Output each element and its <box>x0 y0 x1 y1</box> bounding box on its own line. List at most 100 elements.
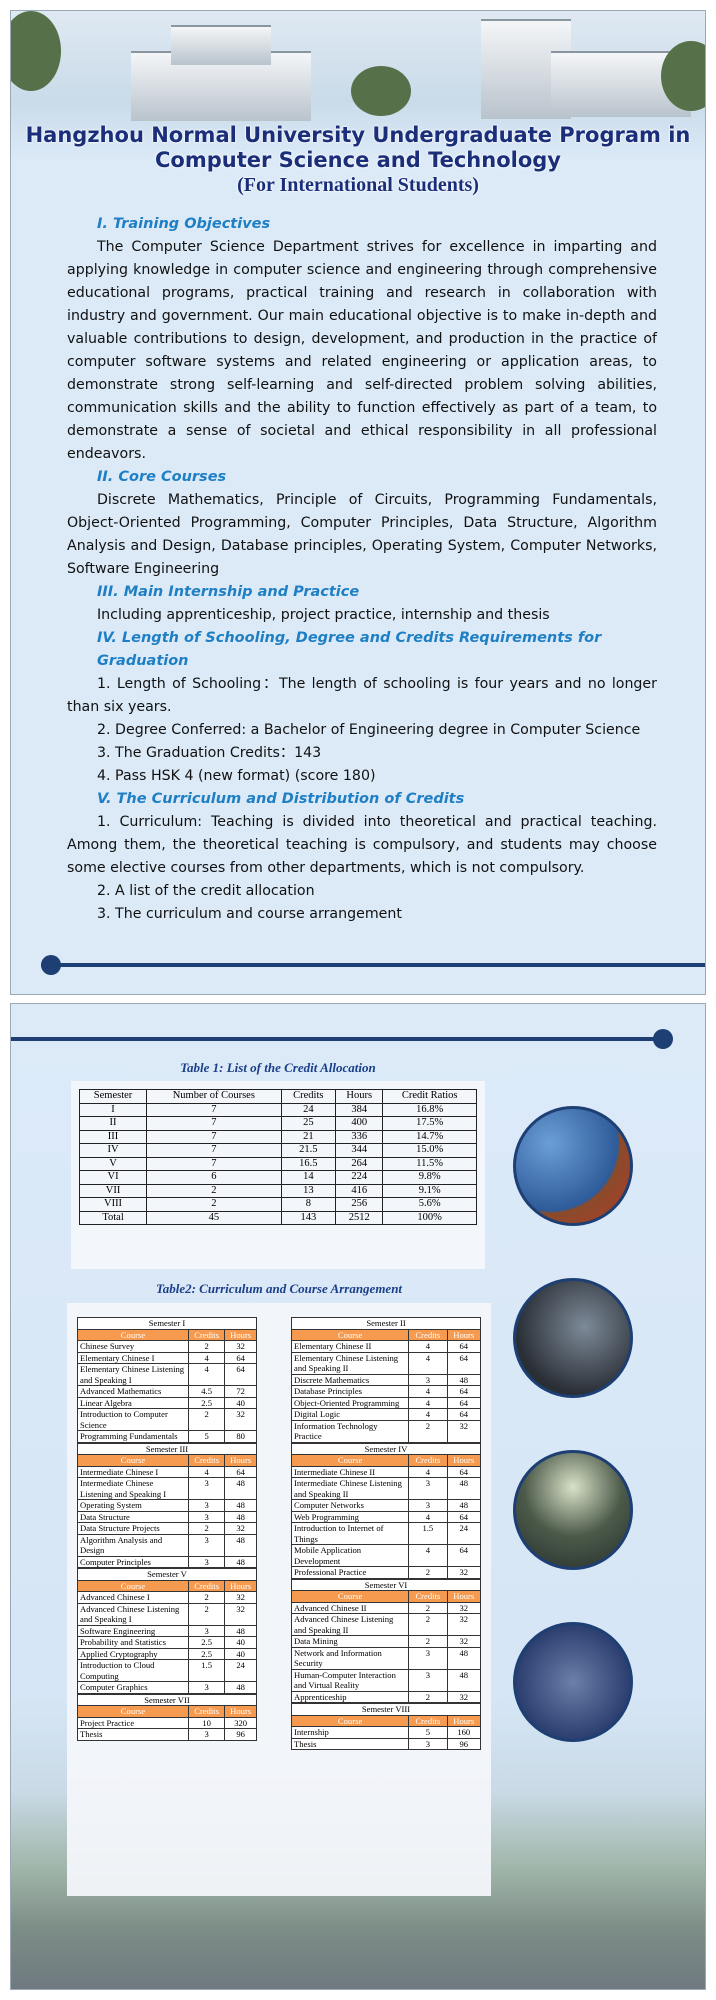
header-row: Semester Number of Courses Credits Hours Cre… <box>78 1089 477 1104</box>
column-header: Hours <box>335 1089 384 1104</box>
table-row: Advanced Chinese Listening and Speaking … <box>290 1613 482 1636</box>
cell: 2 <box>408 1601 448 1614</box>
cell: 17.5% <box>382 1116 477 1131</box>
semester-row: Semester VI <box>291 1578 481 1591</box>
semester-table: Semester II Course Credits Hours Elementary … <box>290 1317 482 1443</box>
header-row: Course Credits Hours <box>77 1328 257 1341</box>
cell: 14.7% <box>382 1129 477 1144</box>
column-header: Hours <box>224 1328 257 1341</box>
cell: 48 <box>446 1668 482 1692</box>
table-row: Applied Cryptography 2.5 40 <box>77 1647 257 1660</box>
cell: V <box>78 1156 148 1171</box>
cell: Intermediate Chinese Listening and Speak… <box>290 1477 410 1500</box>
tables-panel: Table 1: List of the Credit Allocation S… <box>10 1003 706 1990</box>
table-row: Software Engineering 3 48 <box>77 1624 257 1637</box>
table-row: Advanced Chinese Listening and Speaking … <box>77 1602 257 1626</box>
cell: 9.8% <box>382 1170 477 1185</box>
cell: 96 <box>446 1737 482 1750</box>
table-row: Thesis 3 96 <box>77 1728 257 1741</box>
table-row: Apprenticeship 2 32 <box>290 1690 482 1703</box>
header-row: Course Credits Hours <box>290 1590 482 1603</box>
table-row: Advanced Chinese II 2 32 <box>290 1601 482 1614</box>
column-header: Hours <box>224 1579 257 1592</box>
cell: 11.5% <box>382 1156 477 1171</box>
cell: 1.5 <box>408 1522 448 1545</box>
cell: Computer Networks <box>290 1499 410 1512</box>
cell: Information Technology Practice <box>290 1419 410 1443</box>
paragraph: Including apprenticeship, project practi… <box>97 607 550 623</box>
cell: VIII <box>78 1197 148 1212</box>
cell: 2 <box>187 1408 226 1431</box>
cell: 3 <box>408 1646 448 1670</box>
cell: II <box>78 1116 148 1131</box>
cell: 32 <box>224 1408 257 1431</box>
tree <box>11 11 61 91</box>
cell: 16.8% <box>382 1102 477 1117</box>
cell: Total <box>78 1210 148 1225</box>
table-row: Elementary Chinese Listening and Speakin… <box>77 1363 257 1386</box>
cell: Network and Information Security <box>290 1646 410 1670</box>
table-row: IV 7 21.5 344 15.0% <box>78 1143 477 1158</box>
cell: 21 <box>280 1129 337 1144</box>
cell: 2.5 <box>187 1647 226 1660</box>
semester-name: Semester VII <box>77 1693 257 1706</box>
table-row: Thesis 3 96 <box>290 1737 482 1750</box>
cell: 400 <box>335 1116 384 1131</box>
cell: 4 <box>408 1465 448 1478</box>
cell: 80 <box>224 1430 257 1443</box>
semester-table: Semester VII Course Credits Hours Project Pr… <box>77 1693 257 1741</box>
cell: 48 <box>224 1510 257 1523</box>
table-row: Data Structure Projects 2 32 <box>77 1522 257 1535</box>
cell: 4 <box>408 1340 448 1353</box>
semester-name: Semester IV <box>291 1442 481 1455</box>
cell: 344 <box>335 1143 384 1158</box>
table-row: Network and Information Security 3 48 <box>290 1646 482 1670</box>
cell: 32 <box>224 1602 257 1626</box>
column-header: Course <box>290 1454 410 1467</box>
column-header: Credits <box>187 1454 226 1467</box>
table-row: Data Structure 3 48 <box>77 1510 257 1523</box>
table-row: Operating System 3 48 <box>77 1499 257 1512</box>
cell: 3 <box>187 1555 226 1568</box>
cell: 48 <box>224 1681 257 1694</box>
table-row: Advanced Mathematics 4.5 72 <box>77 1385 257 1398</box>
cell: 264 <box>335 1156 384 1171</box>
cell: 64 <box>446 1544 482 1567</box>
column-header: Course <box>290 1590 410 1603</box>
table-row: Probability and Statistics 2.5 40 <box>77 1636 257 1649</box>
table-box: Semester I Course Credits Hours Chinese Surv… <box>67 1303 491 1896</box>
column-header: Credit Ratios <box>382 1089 477 1104</box>
column-header: Number of Courses <box>146 1089 282 1104</box>
cell: 2 <box>408 1690 448 1703</box>
cell: 40 <box>224 1396 257 1409</box>
section-heading: I. Training Objectives <box>97 216 271 232</box>
cell: Mobile Application Development <box>290 1544 410 1567</box>
credit-table: Semester Number of Courses Credits Hours Cre… <box>78 1089 477 1225</box>
semester-row: Semester III <box>77 1442 257 1455</box>
column-header: Course <box>290 1328 410 1341</box>
photo <box>513 1622 633 1742</box>
cell: Professional Practice <box>290 1566 410 1579</box>
cell: Advanced Chinese I <box>77 1591 189 1604</box>
cell: 2 <box>408 1635 448 1648</box>
cell: 25 <box>280 1116 337 1131</box>
column-header: Credits <box>187 1579 226 1592</box>
semester-name: Semester I <box>77 1317 257 1330</box>
cell: 64 <box>446 1408 482 1421</box>
table-row: Elementary Chinese I 4 64 <box>77 1351 257 1364</box>
cell: 32 <box>446 1601 482 1614</box>
header-row: Course Credits Hours <box>290 1328 482 1341</box>
table-row: Data Mining 2 32 <box>290 1635 482 1648</box>
semester-table: Semester VI Course Credits Hours Advanced Ch… <box>290 1578 482 1704</box>
column-header: Hours <box>446 1590 482 1603</box>
cell: 9.1% <box>382 1183 477 1198</box>
table-row: III 7 21 336 14.7% <box>78 1129 477 1144</box>
cell: Advanced Chinese II <box>290 1601 410 1614</box>
subtitle: (For International Students) <box>237 174 479 196</box>
cell: 48 <box>446 1499 482 1512</box>
cell: 3 <box>408 1373 448 1386</box>
cell: 3 <box>408 1477 448 1500</box>
cell: Introduction to Internet of Things <box>290 1522 410 1545</box>
cell: Object-Oriented Programming <box>290 1396 410 1409</box>
